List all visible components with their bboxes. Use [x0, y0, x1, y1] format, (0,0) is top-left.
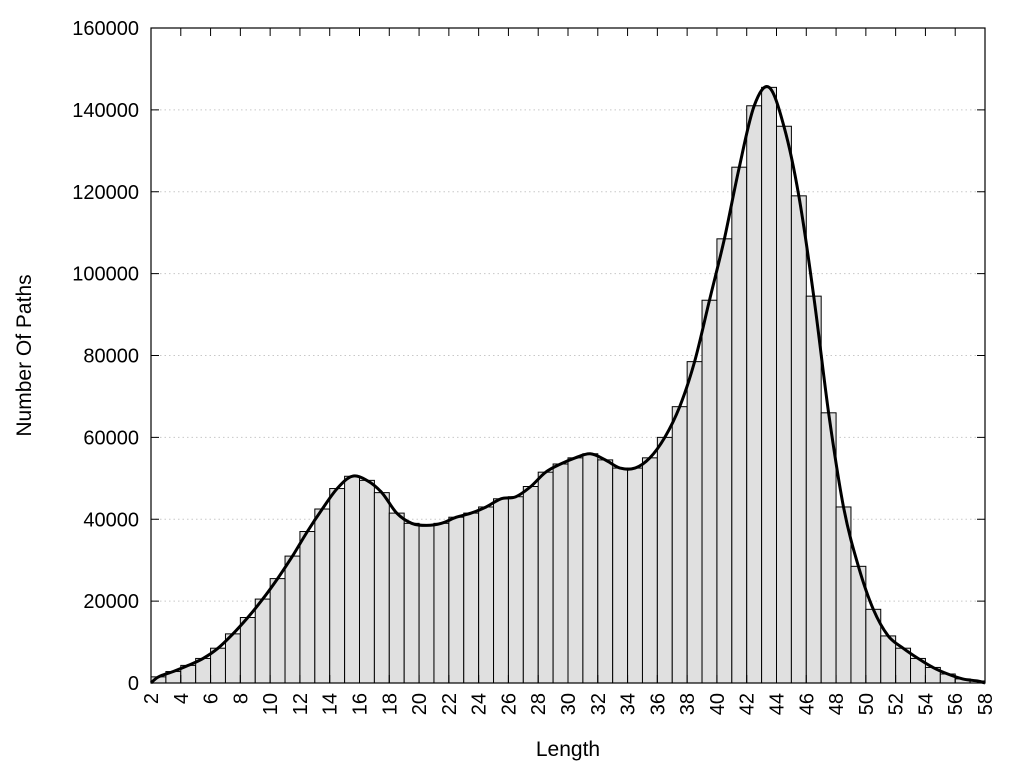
y-axis-ticks: 0 20000 40000 60000 80000 100000 120000 140000 1…	[72, 18, 985, 695]
bar	[344, 475, 361, 684]
bar	[493, 498, 509, 684]
x-tick-label: 32	[588, 693, 610, 715]
density-curve	[149, 85, 986, 685]
bar	[656, 436, 673, 684]
bar	[686, 361, 703, 684]
bars	[150, 86, 986, 684]
bar	[284, 555, 301, 684]
x-tick-label: 40	[707, 693, 729, 715]
bar	[567, 457, 584, 684]
x-tick-label: 10	[260, 693, 282, 715]
x-tick-label: 28	[528, 693, 550, 715]
x-tick-label: 46	[796, 693, 818, 715]
bar	[627, 467, 643, 684]
bar	[254, 598, 271, 684]
bar	[552, 463, 569, 684]
x-tick-label: 44	[767, 693, 789, 715]
x-axis-ticks: 2 4 6 8 10 12 14 16 18 20 22 24 26 28 30 32 34 36 38 40 42 44…	[141, 28, 997, 715]
y-tick-label: 40000	[83, 509, 139, 531]
bar	[373, 492, 390, 684]
bar	[716, 238, 733, 684]
bar	[478, 506, 495, 684]
x-tick-label: 18	[379, 693, 401, 715]
bar	[418, 524, 435, 684]
y-tick-label: 100000	[72, 264, 139, 286]
y-tick-label: 80000	[83, 346, 139, 368]
x-axis-title: Length	[536, 738, 600, 761]
bar	[507, 496, 524, 684]
y-tick-label: 140000	[72, 100, 139, 122]
x-tick-label: 24	[469, 693, 491, 715]
x-tick-label: 6	[201, 693, 223, 704]
bar	[582, 453, 599, 684]
bar	[776, 125, 792, 684]
x-tick-label: 8	[230, 693, 252, 704]
y-tick-label: 160000	[72, 18, 139, 40]
x-tick-label: 52	[886, 693, 908, 715]
bar	[731, 166, 748, 684]
bar	[641, 457, 658, 684]
bar	[537, 471, 554, 684]
x-tick-label: 38	[677, 693, 699, 715]
bar	[597, 459, 614, 684]
bar	[269, 578, 286, 684]
x-tick-label: 16	[350, 693, 372, 715]
bar	[701, 299, 718, 684]
x-tick-label: 30	[558, 693, 580, 715]
bar	[671, 406, 688, 684]
bar	[403, 522, 420, 684]
x-tick-label: 50	[856, 693, 878, 715]
bar	[463, 512, 480, 684]
bar	[805, 295, 822, 684]
bar	[448, 516, 465, 684]
x-tick-label: 36	[647, 693, 669, 715]
x-tick-label: 12	[290, 693, 312, 715]
y-tick-label: 20000	[83, 591, 139, 613]
x-tick-label: 22	[439, 693, 461, 715]
bar	[239, 617, 256, 684]
x-tick-label: 4	[171, 693, 193, 704]
x-tick-label: 14	[320, 693, 342, 715]
x-tick-label: 58	[975, 693, 997, 715]
bar	[388, 512, 405, 684]
y-tick-label: 60000	[83, 427, 139, 449]
bar	[314, 508, 331, 684]
x-tick-label: 42	[737, 693, 759, 715]
x-tick-label: 54	[915, 693, 937, 715]
x-tick-label: 48	[826, 693, 848, 715]
bar	[299, 531, 316, 684]
y-axis-title: Number Of Paths	[13, 274, 36, 436]
bar	[612, 467, 629, 684]
x-tick-label: 2	[141, 693, 163, 704]
bar	[522, 486, 539, 684]
bar	[761, 86, 777, 684]
bar	[746, 105, 763, 684]
x-tick-label: 56	[945, 693, 967, 715]
y-tick-label: 120000	[72, 182, 139, 204]
x-tick-label: 26	[498, 693, 520, 715]
bar	[433, 522, 450, 684]
bar	[329, 488, 346, 684]
bar	[359, 479, 375, 684]
x-tick-label: 20	[409, 693, 431, 715]
x-tick-label: 34	[618, 693, 640, 715]
bar	[790, 195, 807, 684]
y-tick-label: 0	[128, 673, 139, 695]
